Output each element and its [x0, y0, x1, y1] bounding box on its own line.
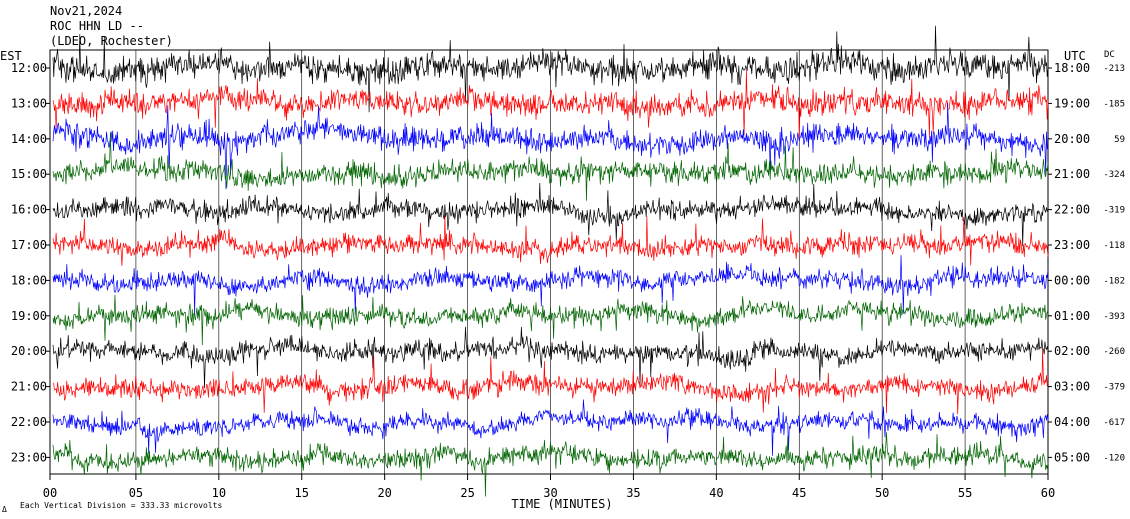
scale-note: Each Vertical Division = 333.33 microvol…	[20, 501, 223, 510]
est-hour-label: 22:00	[11, 415, 47, 429]
est-hour-label: 20:00	[11, 344, 47, 358]
utc-hour-label: 18:00	[1054, 61, 1090, 75]
x-tick-label: 05	[129, 486, 143, 500]
x-tick-label: 30	[543, 486, 557, 500]
dc-value: -617	[1103, 418, 1125, 428]
plot-frame	[49, 49, 1049, 475]
utc-hour-label: 02:00	[1054, 344, 1090, 358]
utc-hour-label: 03:00	[1054, 380, 1090, 394]
x-tick-label: 10	[212, 486, 226, 500]
est-hour-label: 13:00	[11, 96, 47, 110]
seismic-trace-11	[52, 399, 1049, 456]
est-hour-label: 14:00	[11, 132, 47, 146]
dc-value: 59	[1114, 135, 1125, 145]
chart-location: (LDEO, Rochester)	[50, 34, 173, 48]
x-tick-label: 15	[295, 486, 309, 500]
x-tick-label: 00	[43, 486, 57, 500]
x-tick-label: 40	[709, 486, 723, 500]
est-hour-label: 19:00	[11, 309, 47, 323]
utc-hour-label: 23:00	[1054, 238, 1090, 252]
logo-icon: Δ	[2, 505, 7, 514]
x-tick-label: 50	[875, 486, 889, 500]
seismic-trace-4	[52, 132, 1049, 201]
dc-value: -319	[1103, 206, 1125, 216]
dc-value: -379	[1103, 383, 1125, 393]
seismic-trace-3	[52, 102, 1049, 190]
dc-value: -120	[1103, 453, 1125, 463]
x-tick-label: 20	[377, 486, 391, 500]
est-hour-label: 17:00	[11, 238, 47, 252]
dc-value: -185	[1103, 99, 1125, 109]
right-axis-title: UTC	[1064, 49, 1086, 63]
est-hour-label: 12:00	[11, 61, 47, 75]
dc-title: DC	[1104, 50, 1115, 60]
utc-hour-label: 20:00	[1054, 132, 1090, 146]
seismic-trace-12	[52, 432, 1049, 497]
dc-value: -182	[1103, 276, 1125, 286]
seismic-trace-6	[52, 215, 1049, 266]
est-hour-label: 23:00	[11, 450, 47, 464]
chart-station: ROC HHN LD --	[50, 19, 144, 33]
seismic-trace-5	[52, 182, 1049, 247]
dc-value: -393	[1103, 312, 1125, 322]
dc-value: -118	[1103, 241, 1125, 251]
est-hour-label: 16:00	[11, 203, 47, 217]
chart-date: Nov21,2024	[50, 4, 123, 18]
est-hour-label: 21:00	[11, 380, 47, 394]
utc-hour-label: 01:00	[1054, 309, 1090, 323]
dc-value: -324	[1103, 170, 1125, 180]
seismic-trace-7	[52, 255, 1049, 316]
x-tick-label: 25	[460, 486, 474, 500]
utc-hour-label: 22:00	[1054, 203, 1090, 217]
x-axis-label: TIME (MINUTES)	[511, 497, 612, 511]
left-axis-title: EST	[0, 49, 22, 63]
seismic-trace-1	[52, 25, 1049, 113]
seismic-trace-10	[52, 348, 1049, 415]
seismic-trace-8	[52, 294, 1049, 346]
seismic-trace-2	[52, 69, 1049, 140]
dc-value: -213	[1103, 64, 1125, 74]
est-hour-label: 15:00	[11, 167, 47, 181]
utc-hour-label: 05:00	[1054, 450, 1090, 464]
utc-hour-label: 21:00	[1054, 167, 1090, 181]
seismic-trace-9	[52, 326, 1049, 389]
x-tick-label: 55	[958, 486, 972, 500]
dc-value: -260	[1103, 347, 1125, 357]
x-tick-label: 60	[1041, 486, 1055, 500]
x-tick-label: 45	[792, 486, 806, 500]
est-hour-label: 18:00	[11, 273, 47, 287]
x-tick-label: 35	[626, 486, 640, 500]
utc-hour-label: 04:00	[1054, 415, 1090, 429]
utc-hour-label: 00:00	[1054, 273, 1090, 287]
utc-hour-label: 19:00	[1054, 96, 1090, 110]
